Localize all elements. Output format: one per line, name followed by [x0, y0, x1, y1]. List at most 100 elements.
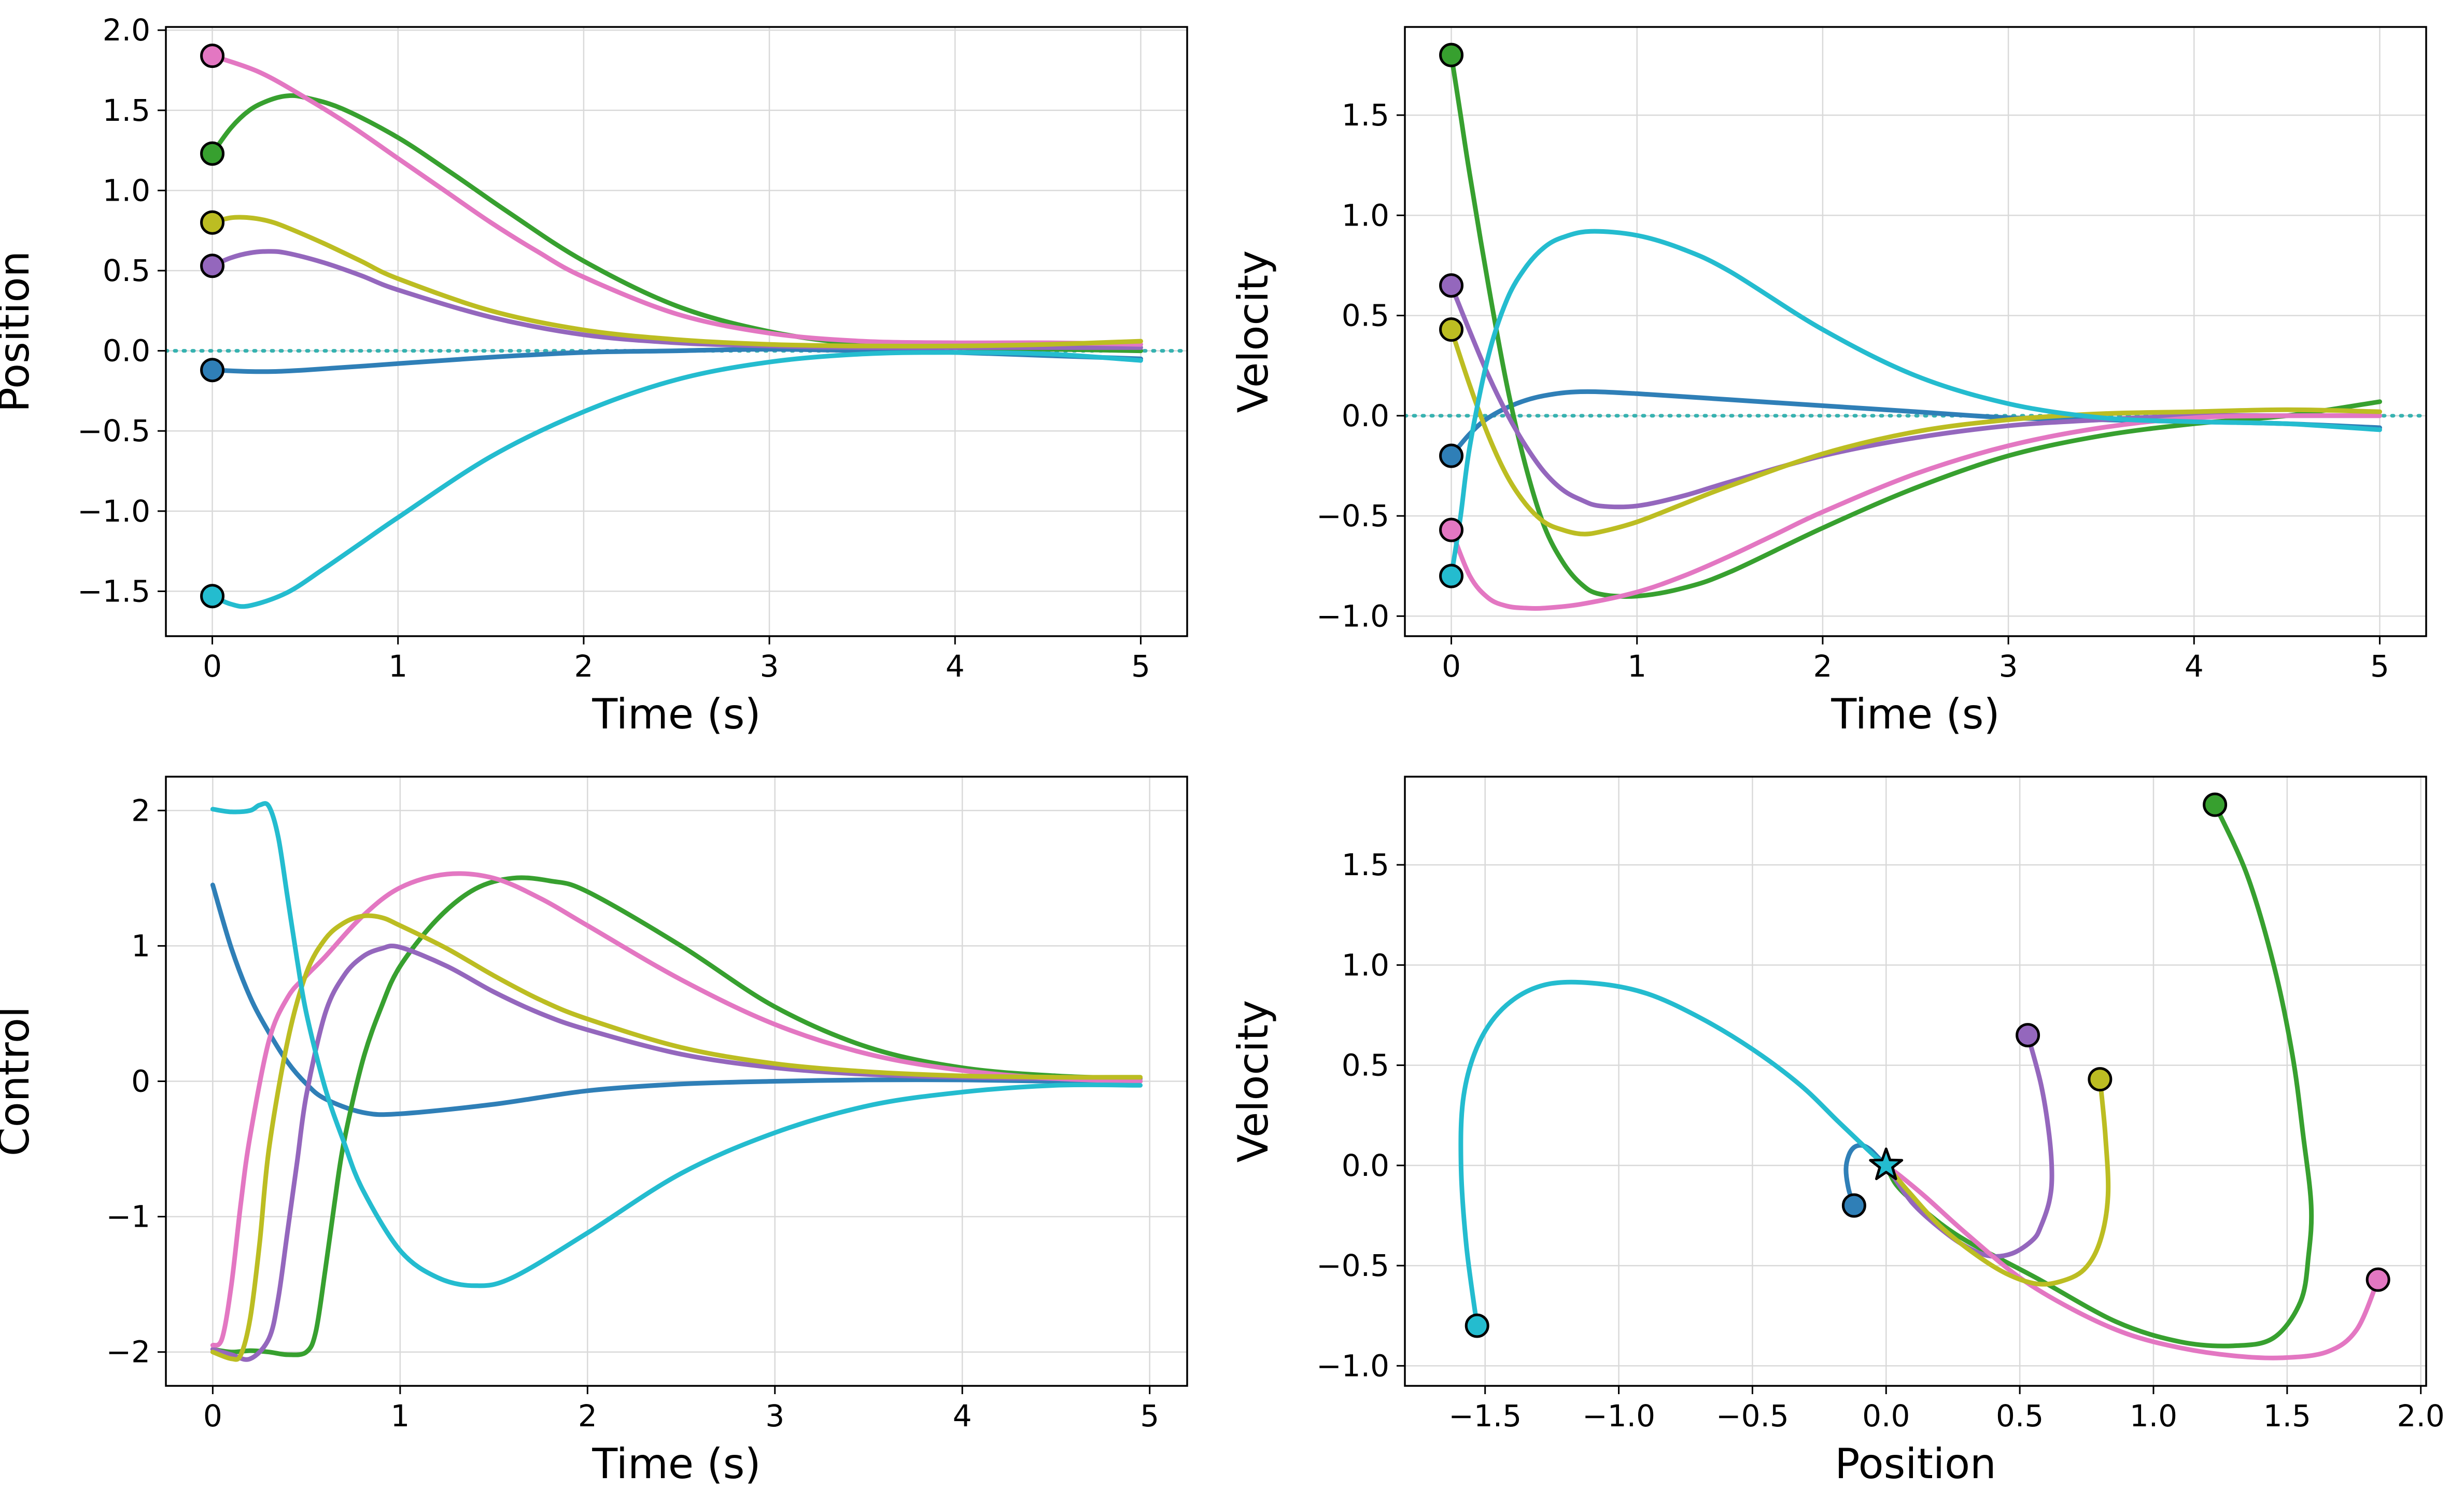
- series-reference-cyan: [210, 350, 1143, 609]
- x-tick-label: 0: [203, 1398, 222, 1434]
- x-tick-label: 2: [578, 1398, 597, 1434]
- series-line-pink: [210, 871, 1143, 1348]
- y-tick-label: 1.5: [1342, 97, 1389, 133]
- start-marker-cyan: [200, 584, 225, 609]
- start-marker-blue: [200, 358, 225, 383]
- start-marker-purple: [200, 254, 225, 278]
- y-tick-label: 2: [131, 793, 150, 828]
- series-line-cyan: [210, 801, 1143, 1288]
- axes-frame: [1404, 26, 2427, 637]
- x-tick-label: −1.0: [1582, 1398, 1655, 1434]
- y-tick-label: 0.0: [1342, 1148, 1389, 1183]
- x-tick-label: 0: [1442, 649, 1461, 684]
- y-tick-label: −2: [106, 1335, 151, 1370]
- series-reference-olive: [210, 215, 1143, 348]
- y-axis-label: Control: [0, 1006, 38, 1156]
- series-line-pink: [1883, 1163, 2381, 1360]
- x-tick-label: −0.5: [1716, 1398, 1789, 1434]
- start-marker-cyan: [1439, 564, 1464, 588]
- series-line-pink: [1449, 413, 2382, 611]
- y-tick-label: −1.0: [1316, 598, 1389, 634]
- x-tick-label: 2: [574, 649, 593, 684]
- x-tick-label: 0.0: [1862, 1398, 1910, 1434]
- series-line-olive: [210, 215, 1143, 349]
- series-reference-pink: [210, 54, 1143, 346]
- series-reference-purple: [1884, 1033, 2054, 1258]
- plot-area: [210, 801, 1143, 1362]
- x-tick-label: 2.0: [2397, 1398, 2445, 1434]
- start-marker-cyan: [1465, 1313, 1489, 1338]
- plot-area: [166, 53, 1187, 609]
- panel-control: 0 1 2 3 4 5 −2 −1 0 1 2 Time (s) Control: [0, 776, 1188, 1488]
- start-marker-purple: [2016, 1023, 2040, 1048]
- series-line-green: [210, 875, 1143, 1357]
- series-line-olive: [1449, 327, 2382, 537]
- series-reference-olive: [1884, 1077, 2110, 1286]
- y-tick-label: 1: [131, 928, 150, 963]
- series-reference-green: [1449, 53, 2382, 598]
- series-line-green: [1883, 802, 2314, 1349]
- x-tick-label: 0: [203, 649, 222, 684]
- start-marker-olive: [1439, 317, 1464, 342]
- x-tick-label: 5: [1140, 1398, 1159, 1434]
- x-tick-label: 3: [765, 1398, 784, 1434]
- series-line-purple: [210, 249, 1143, 350]
- x-tick-label: 3: [760, 649, 779, 684]
- y-tick-label: 0.5: [1342, 298, 1389, 333]
- series-line-cyan: [1449, 229, 2382, 579]
- series-reference-purple: [210, 249, 1143, 350]
- x-tick-label: 1: [390, 1398, 410, 1434]
- y-tick-label: 0.0: [1342, 398, 1389, 433]
- series-line-purple: [210, 944, 1143, 1362]
- series-reference-cyan: [1449, 229, 2382, 578]
- series-reference-green: [210, 876, 1143, 1357]
- x-tick-label: 4: [953, 1398, 972, 1434]
- plot-area: [1458, 802, 2381, 1360]
- y-tick-label: 1.0: [1342, 947, 1389, 982]
- series-line-pink: [210, 53, 1143, 347]
- series-line-cyan: [210, 350, 1143, 609]
- y-tick-label: −0.5: [1316, 1248, 1389, 1283]
- y-tick-label: −0.5: [1316, 498, 1389, 534]
- series-reference-pink: [1449, 414, 2382, 611]
- y-axis-label: Position: [0, 251, 38, 412]
- start-marker-green: [1439, 43, 1464, 67]
- series-line-blue: [210, 882, 1143, 1117]
- series-line-olive: [210, 913, 1143, 1362]
- y-axis-label: Velocity: [1229, 1000, 1277, 1163]
- x-tick-label: 0.5: [1996, 1398, 2044, 1434]
- x-axis-label: Time (s): [592, 1440, 761, 1488]
- start-marker-olive: [2088, 1067, 2113, 1092]
- start-marker-pink: [200, 44, 225, 68]
- y-tick-label: −0.5: [77, 413, 150, 448]
- start-marker-green: [2203, 792, 2228, 817]
- y-tick-label: 2.0: [103, 12, 150, 48]
- series-reference-purple: [210, 944, 1143, 1361]
- y-tick-label: 0.0: [103, 333, 150, 369]
- x-tick-label: 5: [1131, 649, 1150, 684]
- panel-velocity: 0 1 2 3 4 5 −1.0 −0.5 0.0 0.5 1.0 1.5 Time (s) Veloci…: [1229, 26, 2427, 738]
- y-tick-label: 0.5: [103, 253, 150, 288]
- plot-area: [1405, 52, 2426, 611]
- y-axis-label: Velocity: [1229, 250, 1277, 413]
- y-tick-label: 1.0: [103, 173, 150, 208]
- x-tick-label: 1.0: [2130, 1398, 2177, 1434]
- y-tick-label: 1.0: [1342, 198, 1389, 233]
- panel-phase: −1.5 −1.0 −0.5 0.0 0.5 1.0 1.5 2.0 −1.0 −0.5 0.0 0.…: [1229, 776, 2445, 1488]
- x-tick-label: 4: [946, 649, 965, 684]
- target-star-marker: [1869, 1147, 1904, 1181]
- axes-frame: [165, 776, 1188, 1387]
- series-reference-cyan: [1459, 980, 1888, 1328]
- x-tick-label: 2: [1813, 649, 1832, 684]
- x-tick-label: −1.5: [1448, 1398, 1522, 1434]
- start-marker-blue: [1841, 1193, 1866, 1218]
- y-tick-label: −1: [106, 1199, 151, 1234]
- y-tick-label: −1.0: [1316, 1348, 1389, 1383]
- y-tick-label: −1.5: [77, 573, 150, 609]
- axes-frame: [165, 26, 1188, 637]
- x-axis-label: Position: [1835, 1440, 1996, 1488]
- series-line-purple: [1883, 1033, 2054, 1259]
- start-marker-olive: [200, 210, 225, 235]
- series-line-cyan: [1458, 979, 1889, 1328]
- x-tick-label: 4: [2185, 649, 2204, 684]
